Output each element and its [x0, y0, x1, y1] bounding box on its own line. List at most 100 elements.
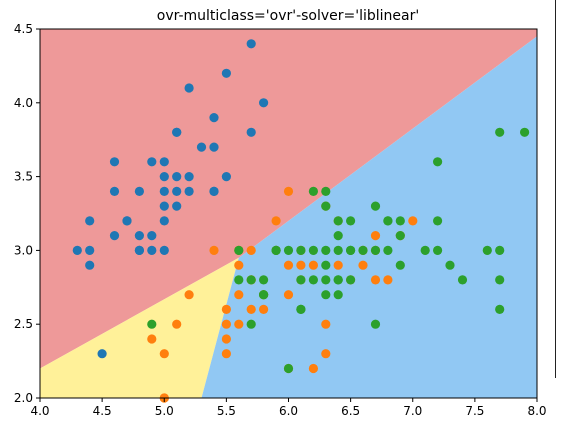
point-class-2	[283, 245, 294, 255]
point-class-2	[495, 304, 505, 314]
point-class-1	[370, 231, 381, 241]
point-class-0	[159, 245, 169, 255]
point-class-0	[159, 172, 169, 182]
point-class-1	[408, 216, 418, 226]
point-class-2	[457, 275, 468, 285]
y-tick-label: 4.5	[14, 22, 33, 36]
point-class-2	[296, 245, 306, 255]
point-class-0	[122, 216, 132, 226]
point-class-1	[259, 304, 269, 314]
point-class-2	[445, 260, 455, 270]
point-class-2	[370, 319, 381, 329]
point-class-2	[259, 290, 269, 300]
point-class-2	[346, 216, 356, 226]
point-class-2	[246, 275, 256, 285]
point-class-2	[433, 157, 443, 167]
point-class-2	[333, 231, 343, 241]
point-class-0	[85, 216, 95, 226]
point-class-1	[221, 334, 231, 344]
point-class-0	[172, 172, 182, 182]
point-class-2	[333, 245, 343, 255]
point-class-0	[172, 127, 182, 137]
point-class-2	[259, 275, 269, 285]
point-class-2	[346, 275, 356, 285]
point-class-2	[495, 245, 505, 255]
point-class-2	[296, 304, 306, 314]
point-class-1	[383, 275, 393, 285]
point-class-0	[85, 245, 95, 255]
point-class-2	[333, 290, 343, 300]
point-class-2	[283, 363, 294, 374]
point-class-1	[271, 216, 281, 226]
y-tick-label: 3.0	[14, 243, 33, 257]
data-points	[72, 39, 530, 403]
point-class-0	[184, 186, 194, 196]
x-tick-label: 7.0	[403, 404, 422, 418]
point-class-2	[433, 216, 443, 226]
point-class-1	[308, 363, 318, 374]
point-class-2	[358, 245, 368, 255]
point-class-0	[221, 68, 231, 78]
point-class-0	[147, 231, 157, 241]
point-class-2	[333, 216, 343, 226]
point-class-0	[172, 186, 182, 196]
right-edge-line	[555, 0, 556, 378]
x-tick-label: 6.0	[279, 404, 298, 418]
point-class-0	[159, 186, 169, 196]
point-class-2	[346, 245, 356, 255]
point-class-0	[134, 245, 144, 255]
point-class-2	[433, 245, 443, 255]
point-class-1	[246, 304, 256, 314]
x-tick-label: 5.5	[217, 404, 236, 418]
decision-regions	[40, 29, 537, 398]
point-class-2	[395, 216, 405, 226]
point-class-2	[234, 275, 244, 285]
point-class-0	[209, 113, 219, 123]
point-class-2	[308, 186, 318, 196]
x-tick-label: 4.0	[30, 404, 49, 418]
y-tick-label: 2.5	[14, 317, 33, 331]
point-class-0	[221, 172, 231, 182]
point-class-0	[184, 83, 194, 93]
point-class-2	[520, 127, 530, 137]
x-tick-label: 4.5	[93, 404, 112, 418]
point-class-0	[134, 231, 144, 241]
point-class-2	[246, 319, 256, 329]
point-class-1	[159, 349, 169, 359]
point-class-2	[147, 319, 157, 329]
point-class-2	[395, 260, 405, 270]
point-class-0	[134, 186, 144, 196]
point-class-0	[97, 349, 107, 359]
point-class-1	[370, 275, 381, 285]
point-class-0	[109, 186, 120, 196]
point-class-0	[184, 172, 194, 182]
point-class-1	[234, 290, 244, 300]
point-class-2	[321, 290, 331, 300]
point-class-2	[321, 260, 331, 270]
point-class-2	[308, 275, 318, 285]
point-class-0	[109, 231, 120, 241]
point-class-0	[85, 260, 95, 270]
point-class-0	[109, 157, 120, 167]
point-class-0	[246, 127, 256, 137]
point-class-2	[383, 245, 393, 255]
point-class-2	[321, 186, 331, 196]
point-class-0	[209, 186, 219, 196]
point-class-1	[333, 260, 343, 270]
y-axis: 2.0 2.5 3.0 3.5 4.0 4.5	[14, 22, 40, 405]
point-class-2	[383, 216, 393, 226]
point-class-1	[283, 186, 294, 196]
point-class-0	[147, 245, 157, 255]
point-class-2	[370, 201, 381, 211]
x-tick-label: 5.0	[155, 404, 174, 418]
point-class-2	[296, 275, 306, 285]
point-class-2	[495, 275, 505, 285]
point-class-1	[246, 245, 256, 255]
x-tick-label: 8.0	[527, 404, 546, 418]
point-class-2	[420, 245, 430, 255]
point-class-0	[159, 216, 169, 226]
y-tick-label: 2.0	[14, 391, 33, 405]
region-class-2	[201, 36, 537, 398]
point-class-0	[147, 157, 157, 167]
